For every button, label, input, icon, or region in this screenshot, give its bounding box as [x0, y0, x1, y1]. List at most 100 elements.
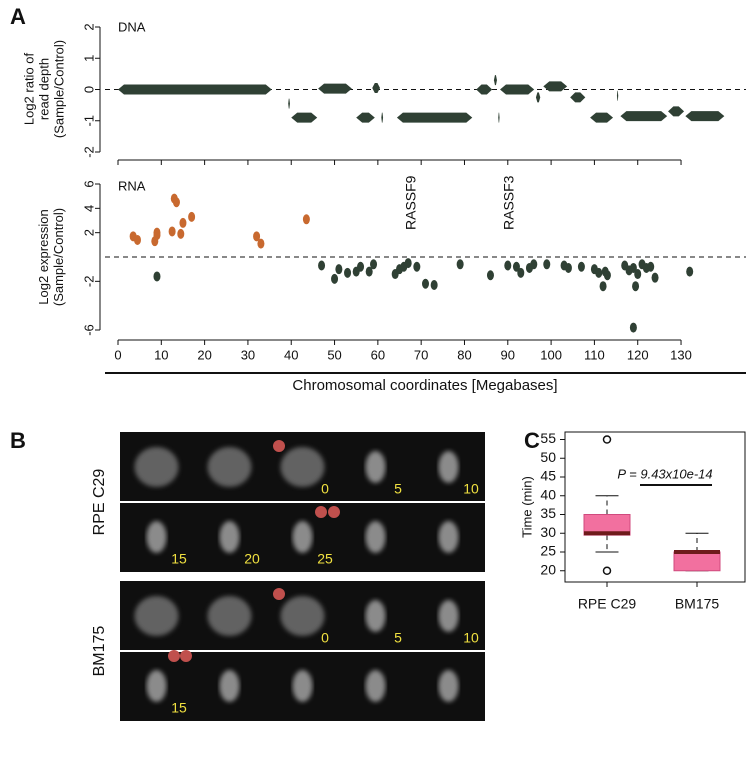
point	[629, 262, 637, 273]
y-tick-label: 1	[81, 55, 96, 62]
cell	[438, 670, 459, 702]
segment	[396, 112, 473, 123]
point	[172, 197, 180, 208]
panel-label: A	[10, 4, 26, 29]
point	[651, 272, 659, 283]
panel-label: B	[10, 428, 26, 453]
marker	[273, 588, 285, 600]
point	[422, 278, 429, 289]
marker	[168, 650, 180, 662]
point	[253, 231, 261, 242]
cell	[280, 447, 325, 487]
point	[595, 267, 603, 278]
time-label: 5	[394, 630, 402, 646]
point	[344, 267, 352, 278]
x-tick-label: 130	[670, 347, 692, 362]
y-tick-label: 6	[81, 180, 96, 187]
point	[257, 238, 265, 249]
cell	[219, 670, 240, 702]
y-tick-label: 50	[540, 449, 556, 465]
point	[370, 259, 378, 270]
point	[179, 217, 187, 228]
cell	[146, 670, 167, 702]
x-tick-label: 90	[501, 347, 515, 362]
segment	[372, 82, 381, 93]
p-value: P = 9.43x10e-14	[617, 466, 712, 481]
cell	[134, 596, 179, 636]
point	[365, 266, 373, 277]
y-tick-label: 0	[81, 86, 96, 93]
time-label: 15	[171, 700, 187, 716]
x-tick-label: 120	[627, 347, 649, 362]
segment	[291, 112, 318, 123]
outlier	[602, 435, 612, 444]
cell	[207, 447, 252, 487]
x-axis-label: Chromosomal coordinates [Megabases]	[292, 377, 557, 394]
segment	[570, 92, 586, 103]
point	[564, 262, 572, 273]
y-tick-label: 2	[81, 229, 96, 236]
cell	[219, 521, 240, 553]
y-tick-label: -1	[81, 115, 96, 127]
gene-annotation: RASSF3	[501, 175, 517, 230]
point	[318, 260, 326, 271]
x-tick-label: 40	[284, 347, 298, 362]
y-tick-label: 30	[540, 524, 556, 540]
point	[686, 266, 694, 277]
x-tick-label: 30	[241, 347, 255, 362]
cell	[438, 521, 459, 553]
x-tick-label: 10	[154, 347, 168, 362]
time-label: 5	[394, 481, 402, 497]
point	[168, 226, 176, 237]
point	[530, 259, 538, 270]
x-tick-label: 0	[114, 347, 121, 362]
row-label: RPE C29	[91, 469, 108, 536]
point	[517, 267, 525, 278]
y-axis-label: Log2 ratio of	[21, 52, 36, 125]
point	[456, 259, 464, 270]
cell	[292, 670, 313, 702]
segment	[620, 111, 668, 122]
cell	[207, 596, 252, 636]
cell	[146, 521, 167, 553]
point	[634, 269, 642, 280]
x-tick-label: 80	[457, 347, 471, 362]
marker	[273, 440, 285, 452]
y-tick-label: -6	[81, 324, 96, 336]
cell	[438, 451, 459, 483]
segment	[616, 90, 619, 101]
x-tick-label: 110	[584, 347, 605, 362]
point	[188, 211, 196, 222]
plot-frame	[564, 431, 746, 583]
time-label: 15	[171, 551, 187, 567]
cell	[365, 670, 386, 702]
x-tick-label: 70	[414, 347, 428, 362]
point	[413, 261, 421, 272]
marker	[328, 506, 340, 518]
y-tick-label: 55	[540, 430, 556, 446]
segment	[543, 81, 568, 92]
gene-annotation: RASSF9	[403, 175, 419, 230]
point	[543, 259, 551, 270]
time-label: 0	[321, 630, 329, 646]
y-axis-label: (Sample/Control)	[51, 40, 66, 138]
point	[177, 228, 185, 239]
x-tick-label: 60	[371, 347, 385, 362]
segment	[117, 84, 272, 95]
segment	[668, 106, 685, 117]
point	[331, 273, 339, 284]
time-label: 10	[463, 481, 479, 497]
y-tick-label: 35	[540, 505, 556, 521]
point	[357, 261, 365, 272]
y-tick-label: 40	[540, 486, 556, 502]
y-axis-label: Log2 expression	[36, 209, 51, 304]
panel-label: C	[524, 428, 540, 453]
point	[302, 214, 310, 225]
point	[335, 264, 343, 275]
segment	[499, 84, 535, 95]
point	[512, 261, 520, 272]
point	[133, 234, 141, 245]
point	[603, 270, 611, 281]
point	[404, 258, 412, 269]
